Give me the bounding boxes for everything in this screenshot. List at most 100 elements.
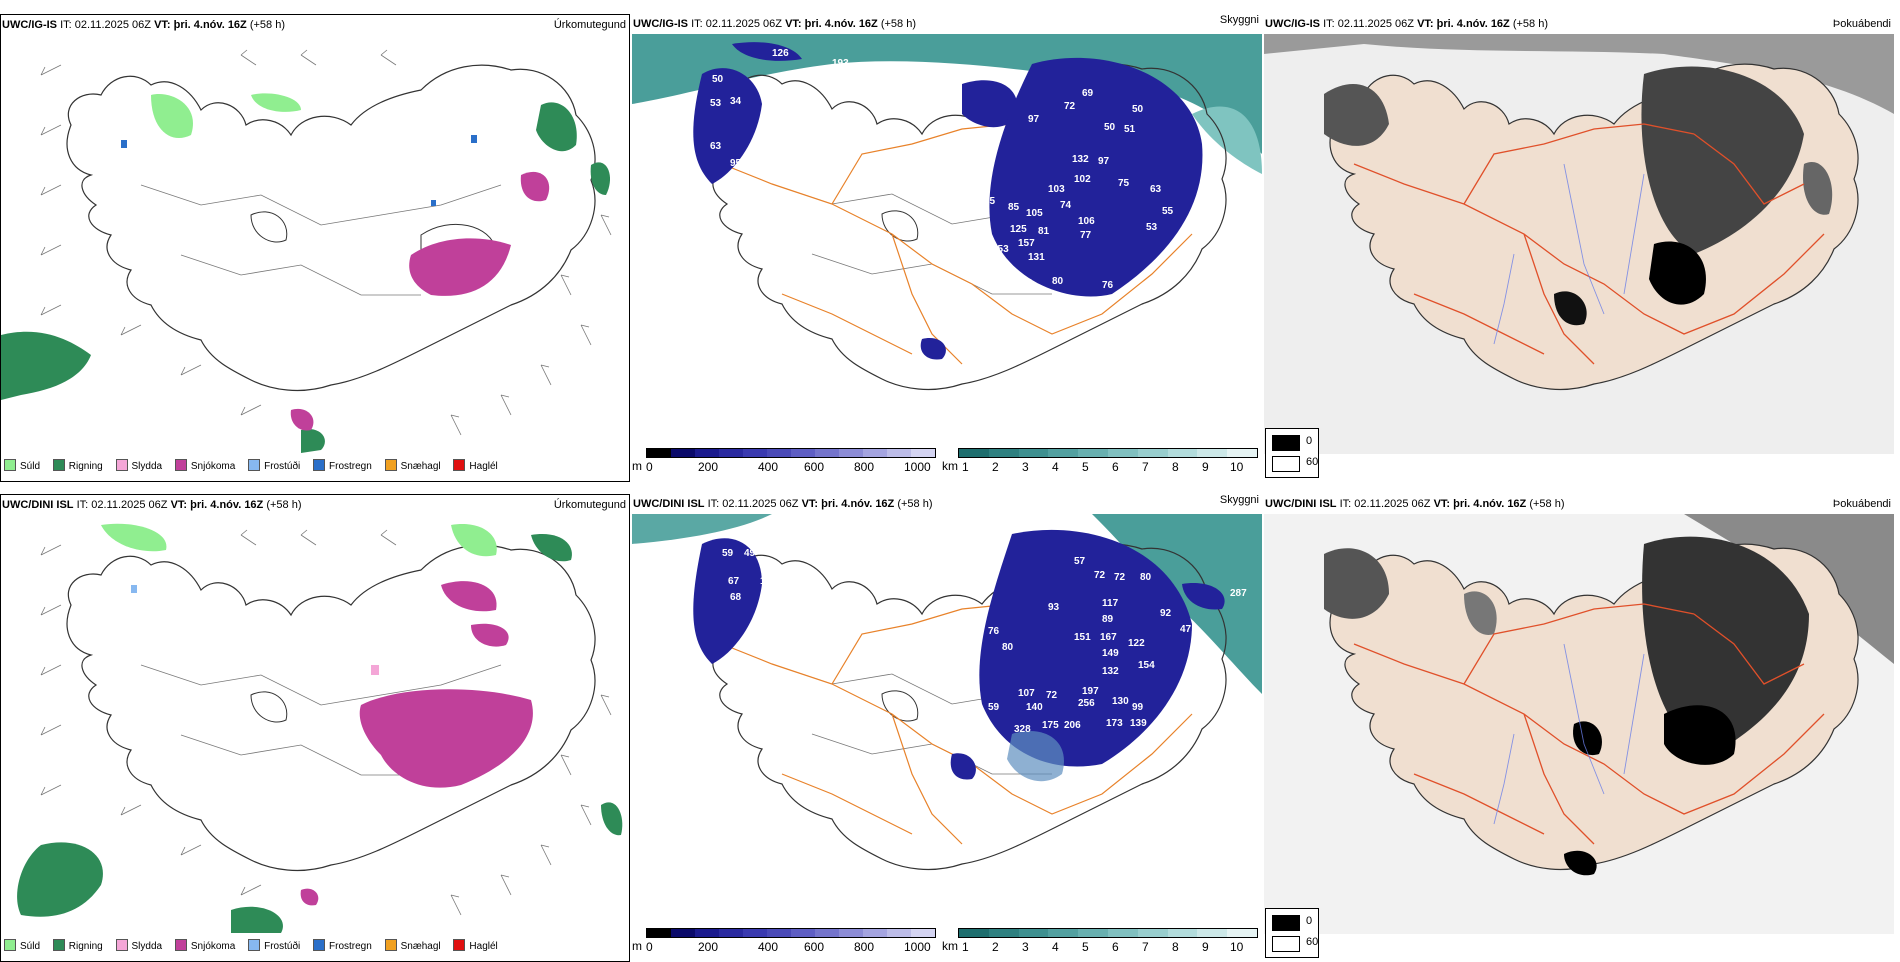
legend-item: Slydda <box>115 459 163 472</box>
ceiling-unit: m <box>632 459 642 473</box>
lead-time: (+58 h) <box>266 499 302 511</box>
ceiling-label: 74 <box>1060 200 1072 211</box>
visibility-map: 126 193 50 53 34 48 63 95 60 97 72 69 50… <box>632 34 1262 411</box>
ceiling-label: 72 <box>1094 570 1106 581</box>
legend-swatch <box>174 939 187 951</box>
fog-swatch <box>1272 435 1300 451</box>
ceiling-label: 80 <box>1002 642 1014 653</box>
legend-item: Rigning <box>52 939 103 952</box>
freezing-rain-areas <box>121 135 477 206</box>
ceiling-label: 51 <box>1124 124 1136 135</box>
ceiling-label: 92 <box>1160 608 1172 619</box>
precip-map <box>17 523 623 933</box>
panel-header: UWC/IG-IS IT: 02.11.2025 06Z VT: þri. 4.… <box>2 19 285 31</box>
legend-label: Haglél <box>469 461 498 472</box>
ceiling-label: 153 <box>992 244 1009 255</box>
ceiling-label: 99 <box>1132 702 1144 713</box>
visibility-tick: 9 <box>1202 460 1209 474</box>
ceiling-label: 82 <box>928 400 940 411</box>
ceiling-label: 76 <box>1102 280 1114 291</box>
ceiling-label: 95 <box>984 196 996 207</box>
ceiling-label: 122 <box>1128 638 1145 649</box>
ceiling-label: 47 <box>1180 624 1192 635</box>
ceiling-tick: 0 <box>646 460 653 474</box>
legend-swatch <box>313 939 326 951</box>
ceiling-label: 63 <box>710 141 722 152</box>
ceiling-label: 151 <box>1074 632 1091 643</box>
vt-value: þri. 4.nóv. 16Z <box>1436 18 1510 30</box>
ceiling-label: 53 <box>1146 222 1158 233</box>
visibility-tick: 2 <box>992 940 999 954</box>
visibility-tick: 6 <box>1112 460 1119 474</box>
model-name: UWC/DINI ISL <box>2 499 74 511</box>
legend-label: Frostregn <box>329 461 372 472</box>
legend-item: Frostregn <box>313 939 372 952</box>
legend-swatch <box>248 939 261 951</box>
visibility-map: 37 59 49 47 67 68 100 107 57 72 72 80 93… <box>632 514 1262 934</box>
ceiling-value-labels: 126 193 50 53 34 48 63 95 60 97 72 69 50… <box>710 48 1174 411</box>
ceiling-tick: 200 <box>698 940 719 954</box>
it-value: 02.11.2025 06Z <box>705 18 782 30</box>
ceiling-label: 100 <box>760 576 777 587</box>
visibility-tick: 3 <box>1022 940 1029 954</box>
legend-swatch <box>313 459 326 471</box>
legend-item: Frostúði <box>248 939 300 952</box>
legend-label: Slydda <box>131 461 163 472</box>
ceiling-unit: m <box>632 939 642 953</box>
ceiling-label: 91 <box>1022 278 1034 289</box>
lead-time: (+58 h) <box>249 19 286 31</box>
drizzle-areas <box>151 93 301 139</box>
legend-swatch <box>4 939 16 951</box>
ceiling-label: 48 <box>758 131 770 142</box>
panel-header: UWC/DINI ISL IT: 02.11.2025 06Z VT: þri.… <box>633 498 933 510</box>
it-value: 02.11.2025 06Z <box>91 499 168 511</box>
ceiling-value-labels: 37 59 49 47 67 68 100 107 57 72 72 80 93… <box>722 524 1247 781</box>
ceiling-label: 80 <box>1052 276 1064 287</box>
ceiling-label: 169 <box>1058 302 1075 313</box>
fog-legend-label: 0 <box>1306 435 1313 447</box>
visibility-colorbar <box>958 928 1258 938</box>
legend-item: Haglél <box>453 459 498 472</box>
panel-title: Úrkomutegund <box>553 499 626 511</box>
legend-item: Rigning <box>52 459 103 472</box>
ceiling-label: 97 <box>1098 156 1110 167</box>
visibility-tick: 10 <box>1230 460 1244 474</box>
visibility-panel-top: UWC/IG-IS IT: 02.11.2025 06Z VT: þri. 4.… <box>632 14 1262 482</box>
ceiling-tick: 0 <box>646 940 653 954</box>
legend-item: Frostregn <box>313 459 372 472</box>
legend-swatch <box>384 939 397 951</box>
visibility-panel-bottom: UWC/DINI ISL IT: 02.11.2025 06Z VT: þri.… <box>632 494 1262 962</box>
precip-type-panel-bottom: UWC/DINI ISL IT: 02.11.2025 06Z VT: þri.… <box>0 494 630 962</box>
legend-label: Snjókoma <box>190 941 236 952</box>
ceiling-label: 167 <box>1100 632 1117 643</box>
model-name: UWC/IG-IS <box>2 19 57 31</box>
vt-value: þri. 4.nóv. 16Z <box>821 498 895 510</box>
ceiling-label: 71 <box>902 400 914 411</box>
visibility-tick: 4 <box>1052 460 1059 474</box>
vt-value: þri. 4.nóv. 16Z <box>1453 498 1527 510</box>
fog-legend-label: 60 <box>1306 456 1319 468</box>
legend-item: Súld <box>4 939 40 952</box>
legend-swatch <box>384 459 397 471</box>
visibility-tick: 4 <box>1052 940 1059 954</box>
ceiling-label: 197 <box>1082 686 1099 697</box>
visibility-unit: km <box>942 939 958 953</box>
ceiling-label: 50 <box>1104 122 1116 133</box>
ceiling-label: 126 <box>772 48 789 59</box>
ceiling-label: 75 <box>1118 178 1130 189</box>
fog-legend-light: 60 <box>1272 936 1318 952</box>
it-label: IT: <box>707 498 720 510</box>
ceiling-label: 72 <box>1064 101 1076 112</box>
ceiling-label: 175 <box>1042 720 1059 731</box>
it-value: 02.11.2025 06Z <box>722 498 799 510</box>
ceiling-label: 149 <box>1102 648 1119 659</box>
it-value: 02.11.2025 06Z <box>1354 498 1431 510</box>
ceiling-label: 125 <box>924 360 941 371</box>
legend-swatch <box>4 459 16 471</box>
fog-areas <box>1324 66 1833 326</box>
ceiling-label: 132 <box>1072 154 1089 165</box>
drizzle-areas <box>101 523 497 557</box>
ceiling-label: 157 <box>1018 238 1035 249</box>
panel-header: UWC/IG-IS IT: 02.11.2025 06Z VT: þri. 4.… <box>1265 18 1548 30</box>
ceiling-tick: 800 <box>854 940 875 954</box>
